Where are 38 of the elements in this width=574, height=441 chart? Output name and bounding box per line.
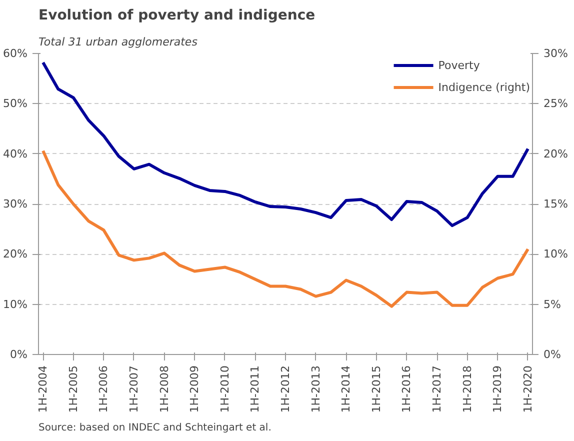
y2-tick-label: 0%	[544, 348, 561, 361]
y2-tick-label: 30%	[544, 47, 568, 60]
x-tick-label: 1H-2005	[66, 366, 80, 413]
y2-tick-label: 15%	[544, 198, 568, 210]
y-tick-label: 60%	[3, 47, 28, 60]
y2-tick-label: 10%	[544, 248, 568, 261]
x-tick-label: 1H-2008	[158, 366, 171, 413]
x-tick-label: 1H-2014	[340, 366, 353, 413]
x-tick-label: 1H-2009	[188, 366, 202, 413]
source-note: Source: based on INDEC and Schteingart et al.	[38, 422, 272, 434]
x-tick-label: 1H-2013	[309, 366, 322, 413]
x-tick-label: 1H-2015	[370, 366, 383, 413]
y-tick-label: 10%	[3, 298, 28, 311]
x-tick-label: 1H-2017	[430, 366, 444, 413]
x-tick-label: 1H-2020	[521, 366, 534, 413]
y-tick-label: 0%	[10, 348, 28, 361]
legend-label: Poverty	[438, 58, 480, 72]
x-tick-label: 1H-2016	[400, 366, 414, 413]
x-tick-label: 1H-2007	[127, 366, 140, 413]
x-tick-label: 1H-2011	[248, 366, 262, 413]
x-tick-label: 1H-2019	[491, 366, 504, 413]
x-tick-label: 1H-2006	[97, 366, 110, 413]
chart-title: Evolution of poverty and indigence	[38, 8, 316, 24]
y2-tick-label: 5%	[544, 298, 561, 311]
y-tick-label: 40%	[3, 147, 28, 160]
y2-tick-label: 25%	[544, 97, 568, 110]
x-tick-label: 1H-2004	[36, 366, 50, 413]
y-tick-label: 20%	[3, 248, 28, 261]
line-series	[42, 149, 530, 308]
chart-subtitle: Total 31 urban agglomerates	[38, 36, 198, 48]
x-tick-label: 1H-2010	[218, 366, 232, 413]
line-series	[42, 61, 530, 228]
legend-label: Indigence (right)	[438, 80, 530, 94]
y-tick-label: 30%	[3, 198, 28, 210]
x-tick-label: 1H-2018	[460, 366, 474, 413]
x-tick-label: 1H-2012	[279, 366, 292, 413]
y-tick-label: 50%	[3, 97, 28, 110]
y2-tick-label: 20%	[544, 147, 568, 160]
